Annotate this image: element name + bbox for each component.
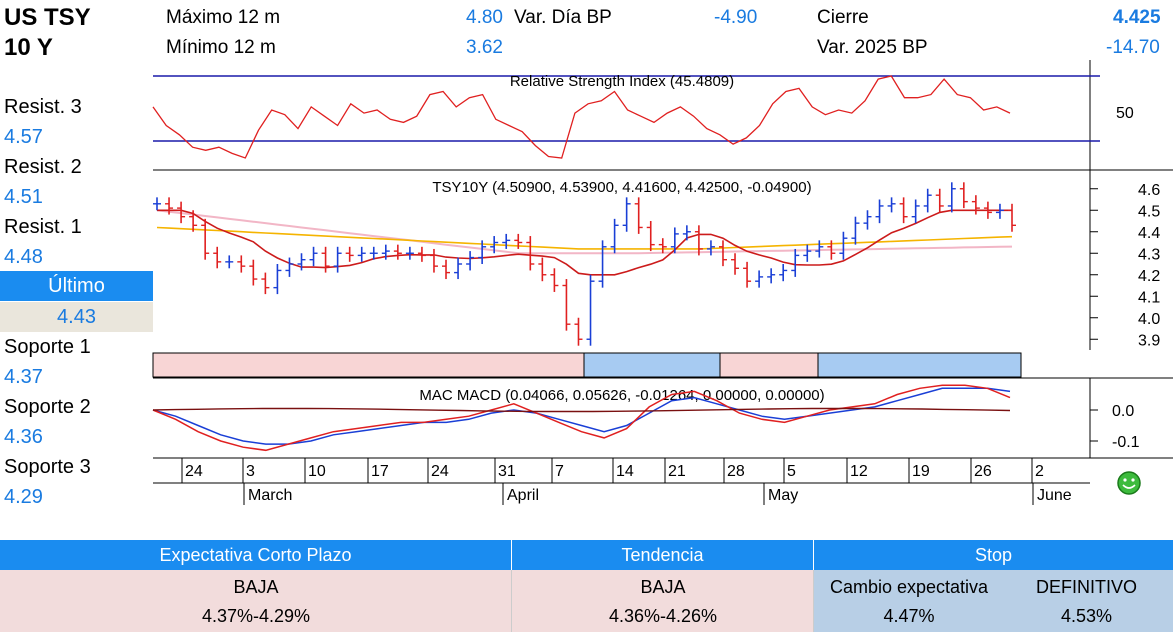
ultimo-label: Último: [0, 271, 153, 301]
chart-panel: 50 Relative Strength Index (45.4809) TSY10…: [152, 60, 1173, 505]
soporte2-value: 4.36: [4, 426, 43, 448]
regime-segment: [583, 352, 721, 378]
rsi-title: Relative Strength Index (45.4809): [510, 73, 734, 90]
regime-segment: [719, 352, 819, 378]
price-tick-label: 4.2: [1138, 268, 1160, 285]
var2025-value: -14.70: [1106, 37, 1160, 58]
soporte1-label: Soporte 1: [4, 336, 91, 358]
resist3-label: Resist. 3: [4, 96, 82, 118]
col2-row2: 4.36%-4.26%: [608, 606, 718, 626]
resist3-value: 4.57: [4, 126, 43, 148]
price-tick-label: 4.6: [1138, 182, 1160, 199]
stop-definitivo-value: 4.53%: [1060, 606, 1113, 626]
soporte2-label: Soporte 2: [4, 396, 91, 418]
ultimo-value: 4.43: [0, 302, 153, 332]
instrument-tenor: 10 Y: [4, 34, 53, 61]
min12-value: 3.62: [466, 37, 503, 58]
price-tick-label: 4.1: [1138, 289, 1160, 306]
col3-body: [814, 570, 1173, 632]
macd-title: MAC MACD (0.04066, 0.05626, -0.01264, 0.…: [419, 387, 824, 404]
rsi-line: [152, 75, 1011, 159]
price-ma-short: [157, 209, 1012, 276]
price-tick-label: 4.5: [1138, 203, 1160, 220]
xaxis-month-label: March: [248, 487, 292, 504]
price-ma-mid: [156, 226, 1013, 250]
soporte3-value: 4.29: [4, 486, 43, 508]
xaxis-day-label: 19: [912, 463, 930, 480]
cierre-value: 4.425: [1113, 7, 1161, 28]
macd-line: [152, 384, 1011, 452]
xaxis-day-label: 26: [974, 463, 992, 480]
resist1-label: Resist. 1: [4, 216, 82, 238]
xaxis-day-label: 28: [727, 463, 745, 480]
xaxis-day-label: 31: [498, 463, 516, 480]
price-ma-long: [156, 209, 1013, 255]
xaxis-day-label: 2: [1035, 463, 1044, 480]
max12-label: Máximo 12 m: [166, 7, 281, 28]
instrument-title: US TSY: [4, 4, 91, 31]
resist2-value: 4.51: [4, 186, 43, 208]
regime-segment: [152, 352, 585, 378]
signals-table: Expectativa Corto Plazo Tendencia Stop B…: [0, 540, 1173, 632]
resist1-value: 4.48: [4, 246, 43, 268]
col1-row2: 4.37%-4.29%: [201, 606, 311, 626]
var2025-label: Var. 2025 BP: [817, 37, 928, 58]
price-tick-label: 4.3: [1138, 246, 1160, 263]
xaxis-day-label: 10: [308, 463, 326, 480]
xaxis-month-label: April: [507, 487, 539, 504]
stop-definitivo-label: DEFINITIVO: [1035, 577, 1137, 597]
min12-label: Mínimo 12 m: [166, 37, 276, 58]
rsi-tick-label: 50: [1116, 105, 1134, 122]
stop-cambio-label: Cambio expectativa: [829, 577, 989, 597]
xaxis-day-label: 3: [246, 463, 255, 480]
col1-body: [0, 570, 512, 632]
xaxis-day-label: 5: [787, 463, 796, 480]
col3-header: Stop: [814, 540, 1173, 570]
var-dia-value: -4.90: [714, 7, 758, 28]
col2-row1: BAJA: [640, 577, 686, 597]
col1-header: Expectativa Corto Plazo: [0, 540, 512, 570]
col1-row1: BAJA: [233, 577, 279, 597]
xaxis-day-label: 21: [668, 463, 686, 480]
price-tick-label: 4.4: [1138, 225, 1160, 242]
xaxis-day-label: 7: [555, 463, 564, 480]
resist2-label: Resist. 2: [4, 156, 82, 178]
var-dia-label: Var. Día BP: [514, 7, 612, 28]
cierre-label: Cierre: [817, 7, 869, 28]
price-tick-label: 4.0: [1138, 311, 1160, 328]
stop-cambio-value: 4.47%: [883, 606, 935, 626]
xaxis-day-label: 14: [616, 463, 634, 480]
macd-tick-label: -0.1: [1112, 434, 1140, 451]
col2-body: [512, 570, 814, 632]
xaxis-month-label: May: [768, 487, 798, 504]
macd-tick-label: 0.0: [1112, 403, 1134, 420]
max12-value: 4.80: [466, 7, 503, 28]
price-title: TSY10Y (4.50900, 4.53900, 4.41600, 4.425…: [432, 179, 811, 196]
soporte1-value: 4.37: [4, 366, 43, 388]
soporte3-label: Soporte 3: [4, 456, 91, 478]
xaxis-day-label: 17: [371, 463, 389, 480]
macd-signal-line: [152, 407, 1011, 413]
regime-segment: [817, 352, 1022, 378]
xaxis-day-label: 12: [850, 463, 868, 480]
smiley-icon: [1117, 471, 1141, 495]
price-tick-label: 3.9: [1138, 332, 1160, 349]
col2-header: Tendencia: [512, 540, 814, 570]
xaxis-day-label: 24: [185, 463, 203, 480]
xaxis-month-label: June: [1037, 487, 1072, 504]
xaxis-day-label: 24: [431, 463, 449, 480]
